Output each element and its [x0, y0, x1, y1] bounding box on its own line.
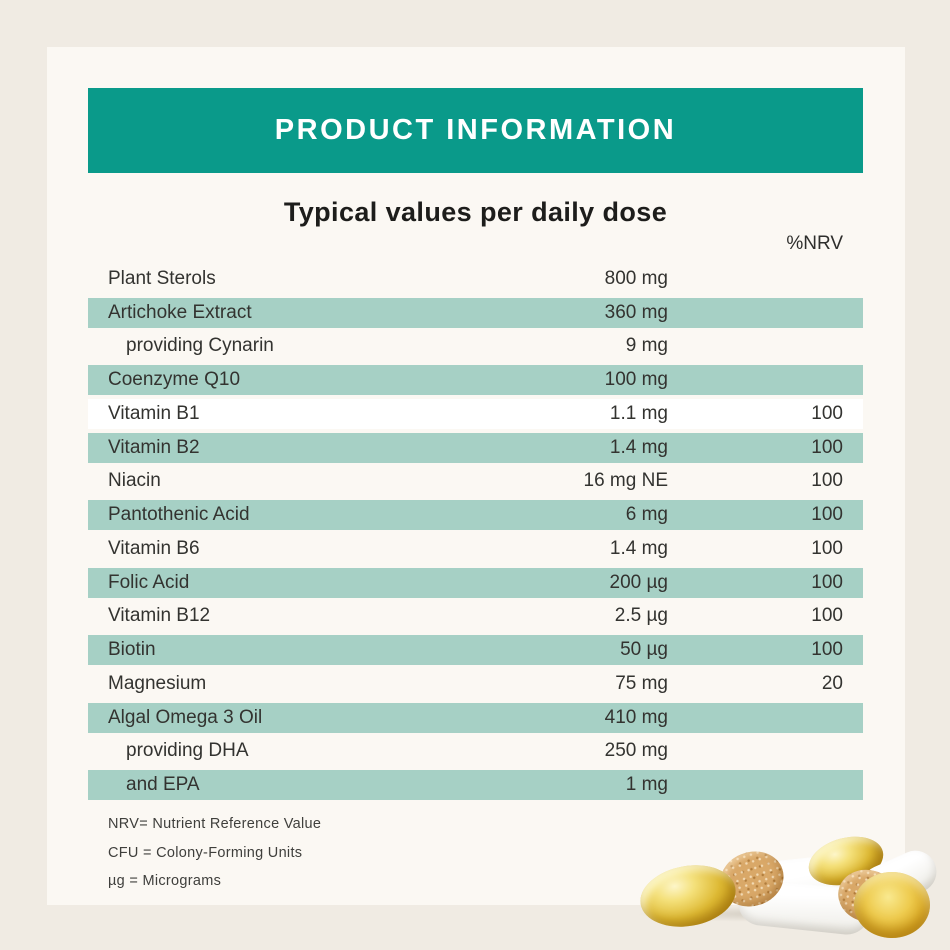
- row-name: Vitamin B1: [108, 402, 200, 424]
- row-amount: 360 mg: [604, 301, 668, 323]
- row-amount: 1.1 mg: [609, 402, 668, 424]
- row-nrv: 20: [821, 672, 843, 694]
- nrv-column-header: %NRV: [786, 233, 843, 254]
- row-name: Folic Acid: [108, 571, 190, 593]
- row-name: and EPA: [126, 774, 200, 796]
- row-name: Vitamin B12: [108, 605, 211, 627]
- footnotes: NRV= Nutrient Reference Value CFU = Colo…: [108, 810, 321, 896]
- row-nrv: 100: [811, 436, 843, 458]
- table-row: Algal Omega 3 Oil 410 mg: [88, 701, 863, 735]
- row-amount: 250 mg: [604, 740, 668, 762]
- table-row: Vitamin B1 1.1 mg 100: [88, 397, 863, 431]
- row-amount: 800 mg: [604, 267, 668, 289]
- table-row: Coenzyme Q10 100 mg: [88, 363, 863, 397]
- table-row: and EPA 1 mg: [88, 768, 863, 802]
- row-name: providing Cynarin: [126, 335, 274, 357]
- row-nrv: 100: [811, 639, 843, 661]
- row-nrv: 100: [811, 571, 843, 593]
- table-row: providing Cynarin 9 mg: [88, 330, 863, 364]
- row-name: providing DHA: [126, 740, 249, 762]
- row-amount: 200 µg: [609, 571, 669, 593]
- row-amount: 75 mg: [615, 672, 668, 694]
- footnote-ug: µg = Micrograms: [108, 873, 222, 889]
- row-amount: 2.5 µg: [614, 605, 668, 627]
- row-name: Biotin: [108, 639, 156, 661]
- row-amount: 1.4 mg: [609, 537, 668, 559]
- table-row: Magnesium 75 mg 20: [88, 667, 863, 701]
- row-amount: 6 mg: [625, 504, 668, 526]
- row-amount: 1.4 mg: [609, 436, 668, 458]
- table-row: Artichoke Extract 360 mg: [88, 296, 863, 330]
- row-amount: 410 mg: [604, 706, 668, 728]
- row-name: Vitamin B2: [108, 436, 200, 458]
- row-amount: 9 mg: [625, 335, 668, 357]
- table-row: Plant Sterols 800 mg: [88, 262, 863, 296]
- row-amount: 100 mg: [604, 369, 668, 391]
- values-table: Plant Sterols 800 mg Artichoke Extract 360 …: [88, 262, 863, 802]
- row-name: Niacin: [108, 470, 161, 492]
- row-name: Algal Omega 3 Oil: [108, 706, 263, 728]
- row-name: Artichoke Extract: [108, 301, 252, 323]
- table-row: Pantothenic Acid 6 mg 100: [88, 498, 863, 532]
- footnote-cfu: CFU = Colony-Forming Units: [108, 844, 303, 861]
- row-nrv: 100: [811, 605, 843, 627]
- row-amount: 1 mg: [625, 774, 668, 796]
- table-row: Biotin 50 µg 100: [88, 633, 863, 667]
- row-nrv: 100: [811, 537, 843, 559]
- table-row: Vitamin B2 1.4 mg 100: [88, 431, 863, 465]
- row-nrv: 100: [811, 470, 843, 492]
- row-name: Magnesium: [108, 672, 207, 694]
- subtitle: Typical values per daily dose: [283, 197, 668, 227]
- product-info-card: PRODUCT INFORMATION Typical values per d…: [47, 47, 905, 905]
- table-row: providing DHA 250 mg: [88, 735, 863, 769]
- header-band: PRODUCT INFORMATION: [88, 88, 863, 173]
- row-amount: 16 mg NE: [583, 470, 668, 492]
- table-row: Vitamin B6 1.4 mg 100: [88, 532, 863, 566]
- table-row: Folic Acid 200 µg 100: [88, 566, 863, 600]
- row-name: Vitamin B6: [108, 537, 200, 559]
- table-row: Niacin 16 mg NE 100: [88, 465, 863, 499]
- table-row: Vitamin B12 2.5 µg 100: [88, 600, 863, 634]
- row-nrv: 100: [811, 504, 843, 526]
- footnote-nrv: NRV= Nutrient Reference Value: [108, 816, 322, 832]
- softgel-capsule: [854, 872, 930, 938]
- page-title: PRODUCT INFORMATION: [274, 114, 677, 146]
- row-name: Plant Sterols: [108, 267, 216, 289]
- row-amount: 50 µg: [620, 639, 668, 661]
- row-nrv: 100: [811, 402, 843, 424]
- pills-photo: [628, 828, 944, 938]
- row-name: Coenzyme Q10: [108, 369, 241, 391]
- row-name: Pantothenic Acid: [108, 504, 250, 526]
